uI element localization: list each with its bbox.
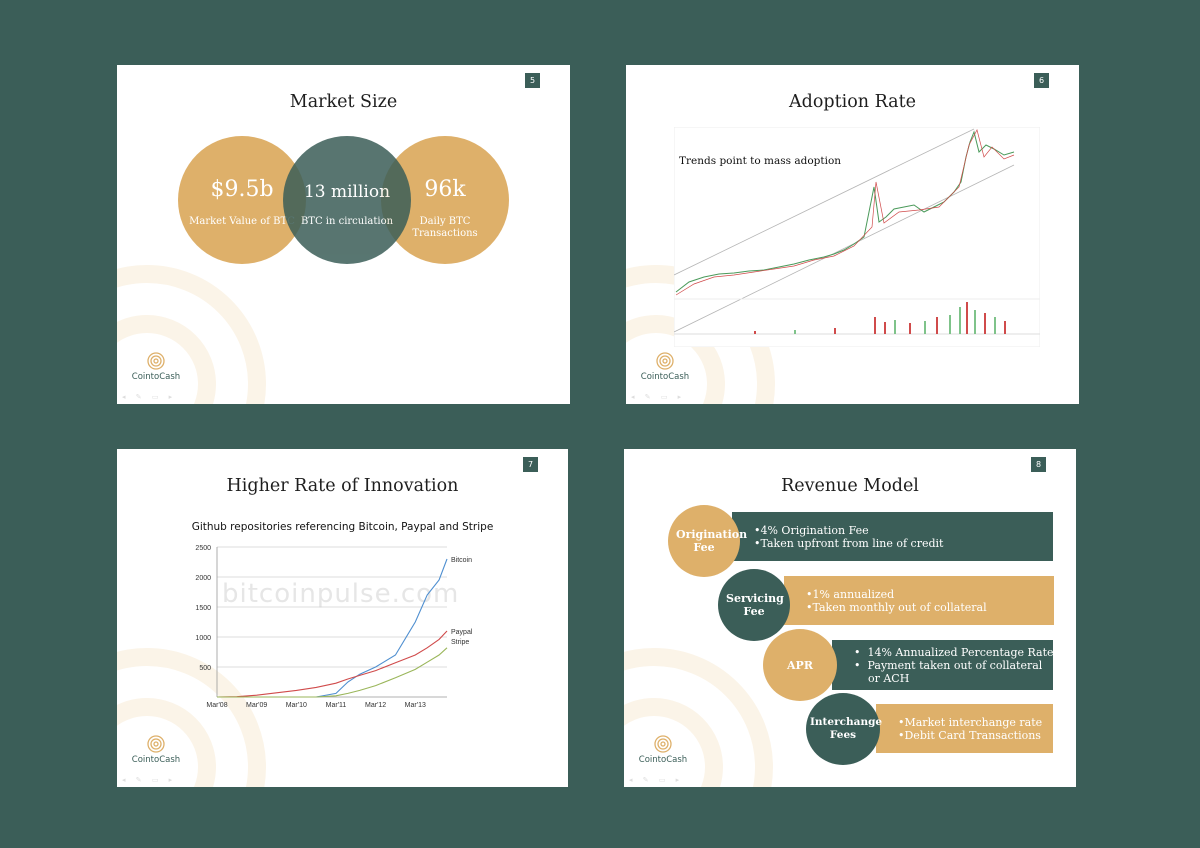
- interchange-details: •Market interchange rate •Debit Card Tra…: [876, 704, 1053, 753]
- decorative-arcs: [117, 265, 266, 404]
- brand-logo: CointoCash: [638, 352, 692, 382]
- y-tick-label: 2500: [195, 545, 211, 552]
- circle-label: Interchange Fees: [810, 716, 883, 741]
- logo-text: CointoCash: [131, 372, 181, 382]
- x-tick-label: Mar'13: [405, 702, 426, 709]
- slide-revenue-model[interactable]: 8 Revenue Model •4% Origination Fee •Tak…: [624, 449, 1076, 787]
- x-tick-label: Mar'11: [326, 702, 347, 709]
- decorative-arcs: [626, 265, 775, 404]
- circle-label: Origination Fee: [676, 528, 748, 554]
- slide-title: Revenue Model: [781, 476, 919, 496]
- detail-line: •Taken monthly out of collateral: [806, 600, 987, 614]
- detail-line: •1% annualized: [806, 587, 895, 601]
- detail-line: •Market interchange rate: [898, 715, 1043, 729]
- slide-number: 6: [1034, 73, 1049, 88]
- series-label: Stripe: [451, 639, 469, 646]
- slide-toolbar-icons[interactable]: ◂ ✎ ▭ ▸: [122, 393, 177, 401]
- watermark-text: bitcoinpulse.com: [222, 579, 460, 609]
- slide-toolbar-icons[interactable]: ◂ ✎ ▭ ▸: [631, 393, 686, 401]
- y-tick-label: 500: [199, 665, 211, 672]
- slide-toolbar-icons[interactable]: ◂ ✎ ▭ ▸: [629, 776, 684, 784]
- slide-number: 8: [1031, 457, 1046, 472]
- logo-text: CointoCash: [638, 755, 688, 765]
- circle-value: 13 million: [303, 182, 391, 202]
- y-tick-label: 2000: [195, 575, 211, 582]
- price-chart-image: [674, 127, 1040, 347]
- detail-line: •Taken upfront from line of credit: [754, 536, 944, 550]
- brand-logo: CointoCash: [129, 735, 183, 765]
- detail-line: • Payment taken out of collateral: [854, 658, 1043, 672]
- brand-logo: CointoCash: [636, 735, 690, 765]
- series-line-bitcoin: [217, 558, 448, 698]
- x-tick-label: Mar'09: [246, 702, 267, 709]
- brand-logo: CointoCash: [129, 352, 183, 382]
- slide-innovation[interactable]: 7 Higher Rate of Innovation Github repos…: [117, 449, 568, 787]
- series-label: Paypal: [451, 629, 473, 636]
- circle-label: Servicing Fee: [726, 592, 784, 618]
- origination-fee-circle: Origination Fee: [668, 505, 748, 577]
- decorative-arcs: [117, 648, 266, 787]
- detail-line: or ACH: [854, 671, 910, 685]
- logo-icon: [654, 735, 672, 753]
- slide-toolbar-icons[interactable]: ◂ ✎ ▭ ▸: [122, 776, 177, 784]
- slide-title: Adoption Rate: [789, 92, 916, 112]
- logo-icon: [147, 352, 165, 370]
- circle-label: BTC in circulation: [300, 216, 394, 227]
- servicing-details: •1% annualized •Taken monthly out of col…: [784, 576, 1054, 625]
- series-line-paypal: [216, 630, 448, 698]
- apr-details: • 14% Annualized Percentage Rate • Payme…: [832, 640, 1054, 690]
- logo-icon: [147, 735, 165, 753]
- decorative-arcs: [624, 648, 773, 787]
- slide-market-size[interactable]: 5 Market Size $9.5b Market Value of BTC …: [117, 65, 570, 404]
- logo-icon: [656, 352, 674, 370]
- slide-number: 7: [523, 457, 538, 472]
- detail-line: •4% Origination Fee: [754, 523, 869, 537]
- line-chart: 500 1000 1500 2000 2500 Mar'08 Mar'09 Mar'10 Mar…: [195, 545, 473, 709]
- detail-line: •Debit Card Transactions: [898, 728, 1041, 742]
- x-tick-label: Mar'10: [286, 702, 307, 709]
- series-label: Bitcoin: [451, 557, 472, 564]
- circle-label: APR: [787, 658, 813, 672]
- interchange-fees-circle: Interchange Fees: [806, 693, 883, 765]
- detail-line: • 14% Annualized Percentage Rate: [854, 645, 1054, 659]
- circle-value: $9.5b: [210, 177, 274, 202]
- y-tick-label: 1000: [195, 635, 211, 642]
- servicing-fee-circle: Servicing Fee: [718, 569, 790, 641]
- x-tick-label: Mar'08: [206, 702, 227, 709]
- series-line-stripe: [217, 647, 448, 698]
- slide-title: Market Size: [289, 92, 398, 112]
- slide-title: Higher Rate of Innovation: [226, 476, 459, 496]
- circle-label: Daily BTC Transactions: [412, 216, 478, 239]
- origination-details: •4% Origination Fee •Taken upfront from …: [732, 512, 1053, 561]
- logo-text: CointoCash: [640, 372, 690, 382]
- slide-adoption-rate[interactable]: 6 Adoption Rate Trends point to: [626, 65, 1079, 404]
- logo-text: CointoCash: [131, 755, 181, 765]
- volume-bars: [754, 302, 1006, 334]
- chart-title: Github repositories referencing Bitcoin,…: [191, 521, 494, 533]
- adoption-note: Trends point to mass adoption: [679, 155, 842, 167]
- y-tick-label: 1500: [195, 605, 211, 612]
- circle-label: Market Value of BTC: [189, 216, 295, 227]
- x-tick-label: Mar'12: [365, 702, 386, 709]
- apr-circle: APR: [763, 629, 837, 701]
- btc-circulation-circle: 13 million BTC in circulation: [283, 136, 411, 264]
- circle-value: 96k: [424, 177, 466, 202]
- slide-number: 5: [525, 73, 540, 88]
